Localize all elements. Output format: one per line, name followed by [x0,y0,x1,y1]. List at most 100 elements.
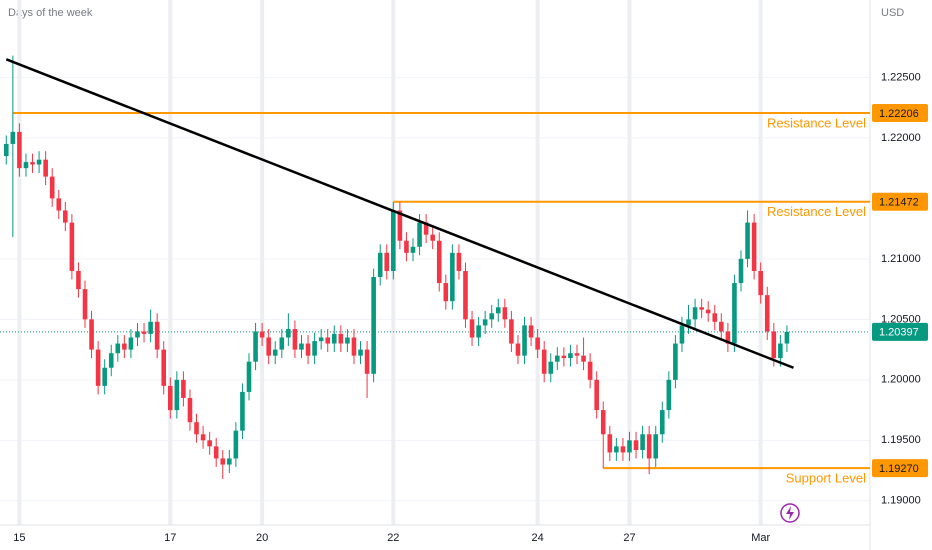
candle-body [69,222,75,271]
candle-body [594,379,599,411]
candle-body [312,341,317,356]
candle-body [751,222,757,271]
x-tick-label: 27 [623,532,635,544]
y-tick-label: 1.20500 [881,313,921,325]
candle-body [509,319,514,344]
price-tag [872,192,928,211]
candle-body [95,349,101,386]
candle-body [259,331,265,338]
candle-body [679,325,685,344]
candle-body [659,410,665,435]
candle-body [135,331,140,338]
candle-body [220,458,226,465]
candle-body [108,353,114,368]
candle-body [515,343,521,356]
candle-body [325,337,331,344]
candle-body [384,252,390,271]
candle-body [548,361,554,374]
candle-body [49,176,55,199]
candle-body [240,391,245,431]
candle-body [600,410,606,435]
candle-body [194,422,199,435]
candle-body [646,434,652,459]
candle-body [286,329,291,338]
candle-body [122,343,127,350]
candle-body [673,343,678,380]
price-tag [872,322,928,341]
candle-body [436,240,442,284]
candle-body [581,355,586,362]
candle-body [102,367,107,386]
candle-body [607,434,613,453]
candle-body [56,198,62,211]
candle-body [692,307,698,320]
candle-body [535,337,540,350]
candle-body [76,270,81,290]
candle-body [410,246,416,253]
candle-body [522,325,527,356]
candle-body [574,353,580,356]
candle-body [115,343,121,354]
candle-body [482,319,488,326]
price-tag-label: 1.20397 [879,327,919,339]
candle-body [141,331,147,334]
candle-body [456,252,462,271]
candle-body [732,283,737,344]
candle-body [364,349,370,374]
candle-body [351,337,357,356]
candle-body [430,234,435,241]
candle-body [705,309,711,314]
candle-body [272,349,278,356]
candle-body [633,440,639,450]
candle-body [699,307,704,310]
candle-body [279,337,285,350]
candle-body [305,343,311,356]
chart-title: Days of the week [8,7,93,19]
candle-body [423,222,429,235]
candle-body [246,361,252,392]
candle-body [10,131,16,144]
y-tick-label: 1.19000 [881,495,921,507]
candle-body [666,379,672,411]
candle-body [771,331,777,359]
candle-body [417,222,422,247]
candle-body [555,355,560,362]
candle-body [181,379,186,398]
y-tick-label: 1.19500 [881,434,921,446]
candle-body [561,355,567,359]
candle-body [614,446,619,453]
candle-body [200,434,206,441]
candle-body [17,131,22,169]
price-tag-label: 1.19270 [879,463,919,475]
candle-body [719,321,724,332]
x-tick-label: 20 [256,532,268,544]
candle-body [338,333,344,344]
level-label: Resistance Level [767,115,866,130]
price-tag [872,103,928,122]
candle-body [82,289,88,320]
candle-body [187,397,193,423]
candle-body [213,446,219,459]
candle-body [725,331,731,344]
candle-body [331,333,337,344]
candle-body [568,353,573,359]
candle-body [377,252,383,278]
candle-body [128,337,134,350]
candle-body [587,361,593,380]
candle-body [358,349,363,356]
candle-body [495,307,501,314]
candle-body [233,430,239,459]
candle-body [528,325,534,338]
candle-body [502,307,508,320]
lightning-icon[interactable] [780,503,800,523]
candle-body [463,270,468,320]
candle-body [30,162,35,165]
price-tag [872,459,928,478]
candle-body [227,458,232,465]
price-tag-label: 1.22206 [879,108,919,120]
candle-body [450,252,455,302]
level-label: Resistance Level [767,204,866,219]
trendline [5,58,794,369]
candle-body [292,329,298,350]
